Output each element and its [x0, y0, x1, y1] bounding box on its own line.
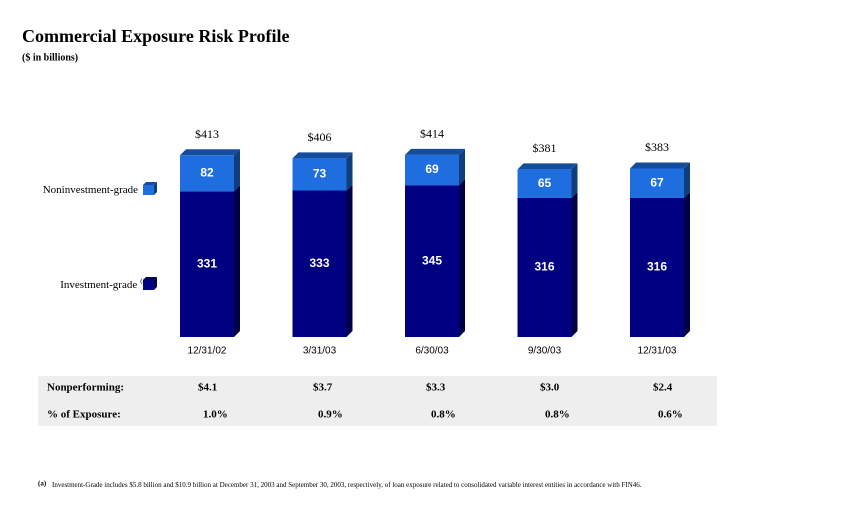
data-label: 316	[647, 260, 667, 274]
data-label: 67	[650, 175, 664, 189]
bar-segment	[405, 154, 459, 186]
bar-segment	[630, 168, 684, 198]
data-label: 316	[534, 260, 554, 274]
bar-side	[459, 148, 465, 186]
legend-swatch-top	[143, 277, 157, 280]
data-label: 65	[538, 176, 552, 190]
bar-side	[234, 149, 240, 192]
total-label: $383	[645, 140, 669, 154]
data-label: 345	[422, 253, 442, 267]
data-label: 73	[313, 167, 327, 181]
table-cell: 0.8%	[545, 409, 570, 421]
bar-top	[180, 149, 240, 156]
bar-side	[684, 191, 690, 337]
legend-name: Investment-grade	[60, 279, 137, 291]
table-row-label: Nonperforming:	[47, 382, 124, 394]
legend-swatch	[143, 280, 154, 290]
x-tick-label: 6/30/03	[415, 346, 449, 357]
bar-segment	[180, 155, 234, 192]
footnote-text: Investment-Grade includes $5.8 billion a…	[52, 481, 642, 489]
table-row-label: % of Exposure:	[47, 409, 121, 421]
table-cell: 0.6%	[658, 409, 683, 421]
bar-top	[517, 163, 578, 170]
table-cell: 1.0%	[203, 409, 228, 421]
x-tick-label: 12/31/03	[638, 346, 677, 357]
table-cell: 0.8%	[431, 409, 456, 421]
legend-swatch-side	[154, 277, 157, 290]
bar-segment	[517, 169, 572, 198]
total-label: $381	[533, 141, 557, 155]
x-tick-label: 9/30/03	[528, 346, 562, 357]
chart-subtitle: ($ in billions)	[22, 52, 78, 63]
bar-segment	[517, 197, 572, 337]
bar-side	[684, 162, 690, 198]
bar-segment	[405, 185, 459, 337]
legend-swatch-side	[154, 182, 157, 195]
bar-segment	[292, 158, 347, 191]
bar-side	[346, 152, 353, 191]
data-label: 333	[309, 256, 329, 270]
bar-top	[405, 148, 465, 155]
legend-label: Noninvestment-grade	[43, 184, 138, 196]
chart-title: Commercial Exposure Risk Profile	[22, 26, 289, 46]
bar-segment	[180, 191, 234, 337]
footnote-box: Investment-Grade includes $5.8 billion a…	[52, 481, 642, 489]
legend-swatch-top	[143, 182, 157, 185]
table-background	[38, 376, 717, 426]
bar-segment	[292, 190, 347, 337]
table-cell: $3.3	[426, 382, 446, 394]
data-label: 331	[197, 256, 217, 270]
table-cell: $3.0	[540, 382, 560, 394]
table-cell: $3.7	[313, 382, 333, 394]
table-cell: $4.1	[198, 382, 217, 394]
bar-side	[459, 179, 465, 337]
bar-side	[571, 191, 578, 337]
bar-segment	[630, 197, 684, 337]
total-label: $413	[195, 127, 219, 141]
table-cell: 0.9%	[318, 409, 343, 421]
bar-side	[346, 184, 353, 337]
table-cell: $2.4	[653, 382, 673, 394]
total-label: $414	[420, 127, 444, 141]
data-label: 82	[200, 165, 214, 179]
legend-name: Noninvestment-grade	[43, 184, 138, 196]
legend-label: Investment-grade(a)	[60, 277, 148, 291]
bar-top	[630, 162, 690, 169]
footnote-marker: (a)	[38, 480, 47, 488]
data-label: 69	[425, 162, 439, 176]
legend-swatch	[143, 185, 154, 195]
x-tick-label: 3/31/03	[303, 346, 337, 357]
bar-top	[292, 152, 353, 159]
bar-side	[234, 185, 240, 337]
x-tick-label: 12/31/02	[188, 346, 227, 357]
bar-side	[571, 163, 578, 198]
total-label: $406	[308, 130, 332, 144]
